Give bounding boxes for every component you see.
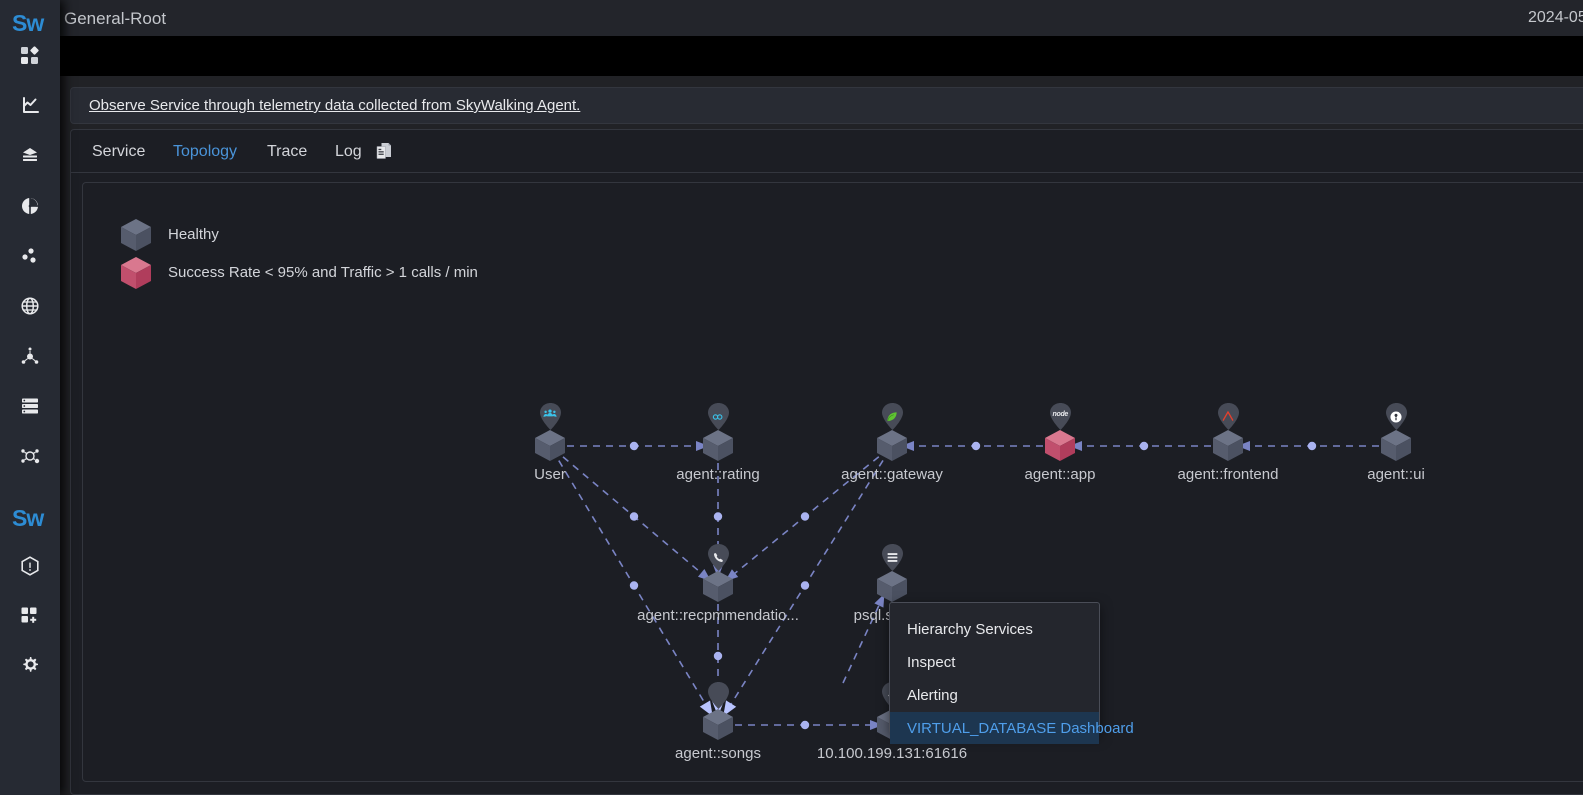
agent::rating: agent::rating [718, 446, 719, 447]
agent::frontend: agent::frontend [1228, 446, 1229, 447]
agent::recommendation: agent::recpmmendatio... [718, 587, 719, 588]
User: User [550, 446, 551, 447]
psql.skyw: psql.skyw... [892, 587, 893, 588]
agent::app: node agent::app [1060, 446, 1061, 447]
agent::ui: agent::ui [1396, 446, 1397, 447]
agent::gateway: agent::gateway [892, 446, 893, 447]
agent::songs: agent::songs [718, 725, 719, 726]
